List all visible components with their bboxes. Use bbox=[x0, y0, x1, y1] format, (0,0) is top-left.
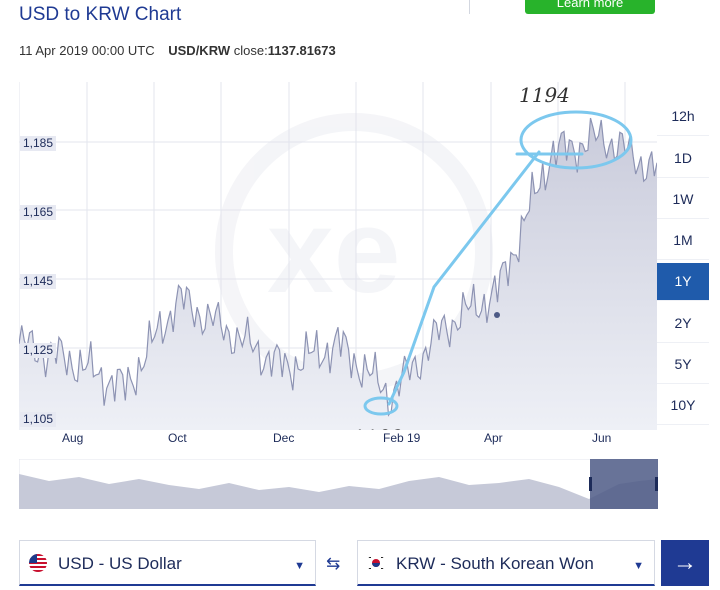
rate-date: 11 Apr 2019 00:00 UTC bbox=[19, 43, 155, 58]
range-navigator[interactable] bbox=[19, 459, 658, 509]
to-currency-label: KRW - South Korean Won bbox=[396, 554, 594, 573]
x-tick-label: Dec bbox=[273, 431, 295, 445]
y-tick-label: 1,105 bbox=[20, 412, 57, 427]
rate-close-label: close: bbox=[233, 43, 268, 58]
y-tick-label: 1,145 bbox=[20, 274, 57, 289]
chevron-down-icon: ▼ bbox=[633, 560, 644, 572]
cursor-point bbox=[494, 312, 500, 318]
chevron-down-icon: ▼ bbox=[294, 560, 305, 572]
series-line bbox=[19, 117, 657, 417]
rate-close-value: 1137.81673 bbox=[267, 43, 336, 58]
navigator-selection[interactable] bbox=[590, 459, 658, 509]
navigator-handle-left[interactable] bbox=[589, 477, 592, 491]
learn-more-button[interactable]: Learn more bbox=[525, 0, 655, 14]
x-tick-label: Jun bbox=[592, 431, 612, 445]
x-tick-label: Oct bbox=[168, 431, 187, 445]
swap-icon[interactable]: ⇆ bbox=[326, 554, 341, 573]
rate-pair: USD/KRW bbox=[168, 43, 231, 58]
navigator-handle-right[interactable] bbox=[655, 477, 658, 491]
period-button-5y[interactable]: 5Y bbox=[657, 346, 709, 384]
to-currency-select[interactable]: KRW - South Korean Won ▼ bbox=[357, 540, 655, 586]
period-button-1m[interactable]: 1M bbox=[657, 222, 709, 260]
x-tick-label: Aug bbox=[62, 431, 84, 445]
kr-flag-icon bbox=[367, 554, 385, 572]
svg-text:xe: xe bbox=[267, 184, 400, 318]
y-tick-label: 1,185 bbox=[20, 136, 57, 151]
main-chart[interactable]: xe 1194 1109 bbox=[19, 82, 657, 430]
page-title: USD to KRW Chart bbox=[19, 4, 182, 25]
period-button-1w[interactable]: 1W bbox=[657, 181, 709, 219]
annotation-low: 1109 bbox=[352, 425, 403, 430]
y-tick-label: 1,125 bbox=[20, 343, 57, 358]
hand-annotations bbox=[363, 110, 633, 416]
annotation-high: 1194 bbox=[519, 83, 570, 107]
x-tick-label: Apr bbox=[484, 431, 503, 445]
arrow-right-icon[interactable]: → bbox=[661, 540, 709, 586]
header-divider bbox=[469, 0, 470, 14]
from-currency-label: USD - US Dollar bbox=[58, 554, 182, 573]
x-tick-label: Feb 19 bbox=[383, 431, 421, 445]
rate-meta: 11 Apr 2019 00:00 UTC USD/KRW close:1137… bbox=[19, 43, 336, 58]
navigator-area bbox=[19, 474, 658, 509]
period-button-2y[interactable]: 2Y bbox=[657, 305, 709, 343]
period-button-1y[interactable]: 1Y bbox=[657, 263, 709, 301]
period-button-10y[interactable]: 10Y bbox=[657, 387, 709, 425]
y-tick-label: 1,165 bbox=[20, 205, 57, 220]
series-area bbox=[19, 118, 657, 430]
us-flag-icon bbox=[29, 554, 47, 572]
from-currency-select[interactable]: USD - US Dollar ▼ bbox=[19, 540, 316, 586]
period-button-1d[interactable]: 1D bbox=[657, 140, 709, 178]
period-button-12h[interactable]: 12h bbox=[657, 98, 709, 136]
